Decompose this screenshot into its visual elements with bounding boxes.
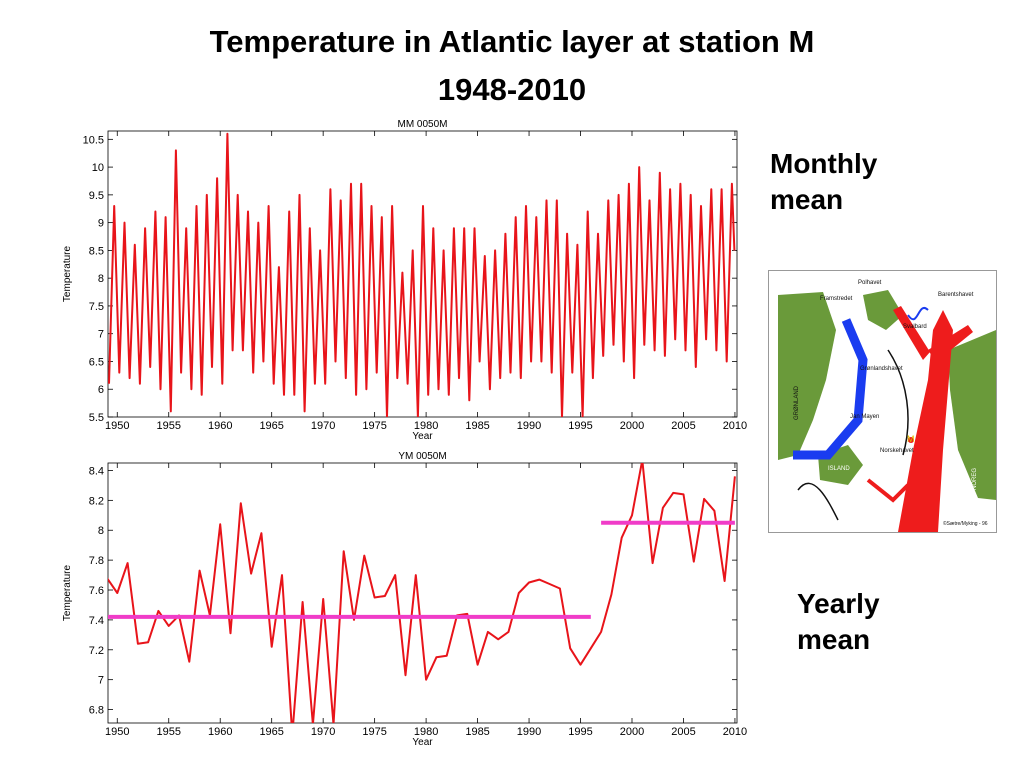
- x-tick-label: 1980: [414, 726, 438, 738]
- y-axis-label: Temperature: [62, 245, 73, 302]
- side-label: Monthly mean: [770, 148, 878, 215]
- x-tick-label: 2000: [620, 420, 644, 432]
- map-label: M: [907, 434, 915, 444]
- line-series: [108, 463, 736, 723]
- map-label: Norskehavet: [880, 448, 914, 454]
- x-tick-label: 1950: [105, 726, 129, 738]
- x-tick-label: 1965: [259, 420, 283, 432]
- current: [898, 310, 953, 532]
- x-tick-label: 2010: [723, 420, 747, 432]
- current: [893, 306, 930, 360]
- current: [866, 478, 910, 503]
- map-label: Grønlandshavet: [860, 366, 903, 372]
- station: [908, 437, 914, 443]
- current: [907, 306, 929, 321]
- land: [863, 290, 903, 330]
- land: [778, 292, 836, 460]
- x-tick-label: 1950: [105, 420, 129, 432]
- y-tick-label: 8.4: [89, 465, 104, 477]
- plot-area: [107, 462, 738, 724]
- x-tick-label: 1985: [465, 726, 489, 738]
- current: [928, 325, 973, 362]
- y-tick-label: 6.5: [89, 356, 104, 368]
- y-tick-label: 7.6: [89, 585, 104, 597]
- x-tick-label: 1975: [362, 420, 386, 432]
- x-tick-label: 1955: [156, 420, 180, 432]
- y-tick-label: 8: [98, 525, 104, 537]
- y-tick-label: 7: [98, 329, 104, 341]
- map-label: Jan Mayen: [850, 414, 879, 420]
- x-tick-label: 2005: [671, 726, 695, 738]
- x-tick-label: 2000: [620, 726, 644, 738]
- y-tick-label: 7.4: [89, 615, 104, 627]
- y-tick-label: 9: [98, 218, 104, 230]
- subtitle: 1948-2010: [437, 72, 587, 107]
- y-tick-label: 7.5: [89, 301, 104, 313]
- map-label: Framstredet: [820, 296, 853, 302]
- x-tick-label: 1970: [311, 726, 335, 738]
- x-axis-label: Year: [412, 737, 433, 748]
- y-tick-label: 6.8: [89, 705, 104, 717]
- y-tick-label: 6: [98, 384, 104, 396]
- y-tick-label: 10: [92, 162, 104, 174]
- y-tick-label: 8.2: [89, 495, 104, 507]
- map-label: Barentshavet: [938, 292, 974, 298]
- y-tick-label: 7.2: [89, 645, 104, 657]
- x-axis-label: Year: [412, 431, 433, 442]
- y-tick-label: 8: [98, 273, 104, 285]
- map-label: Polhavet: [858, 280, 882, 286]
- map-label: NOREG: [972, 468, 978, 490]
- current: [793, 318, 868, 460]
- x-tick-label: 2010: [723, 726, 747, 738]
- y-tick-label: 7: [98, 675, 104, 687]
- x-tick-label: 1965: [259, 726, 283, 738]
- x-tick-label: 1995: [568, 726, 592, 738]
- current: [887, 349, 909, 456]
- x-tick-label: 2005: [671, 420, 695, 432]
- map-label: Svalbard: [903, 324, 927, 330]
- map-label: ©Sætre/Myking - 96: [943, 520, 988, 527]
- y-tick-label: 5.5: [89, 412, 104, 424]
- x-tick-label: 1990: [517, 420, 541, 432]
- x-tick-label: 1980: [414, 420, 438, 432]
- land: [948, 330, 996, 500]
- chart-title: MM 0050M: [397, 119, 447, 130]
- current: [797, 482, 839, 521]
- x-tick-label: 1960: [208, 420, 232, 432]
- x-tick-label: 1975: [362, 726, 386, 738]
- y-tick-label: 10.5: [83, 134, 104, 146]
- charts: MM 0050M Year Temperature 5.5 6 6.5 7 7.5 8 8.5 9 9…: [62, 119, 747, 748]
- y-axis-label: Temperature: [62, 564, 73, 621]
- y-tick-label: 9.5: [89, 190, 104, 202]
- y-tick-label: 7.8: [89, 555, 104, 567]
- line-series: [108, 132, 736, 417]
- map: Polhavet Barentshavet Framstredet Svalba…: [768, 270, 997, 533]
- title: Temperature in Atlantic layer at station…: [209, 24, 815, 59]
- x-tick-label: 1955: [156, 726, 180, 738]
- side-label: Yearly mean: [797, 588, 880, 655]
- x-tick-label: 1990: [517, 726, 541, 738]
- x-tick-label: 1985: [465, 420, 489, 432]
- map-label: ISLAND: [828, 466, 850, 472]
- x-tick-label: 1970: [311, 420, 335, 432]
- chart-title: YM 0050M: [398, 451, 446, 462]
- x-tick-label: 1960: [208, 726, 232, 738]
- y-tick-label: 8.5: [89, 245, 104, 257]
- map-label: GRØNLAND: [794, 385, 800, 420]
- x-tick-label: 1995: [568, 420, 592, 432]
